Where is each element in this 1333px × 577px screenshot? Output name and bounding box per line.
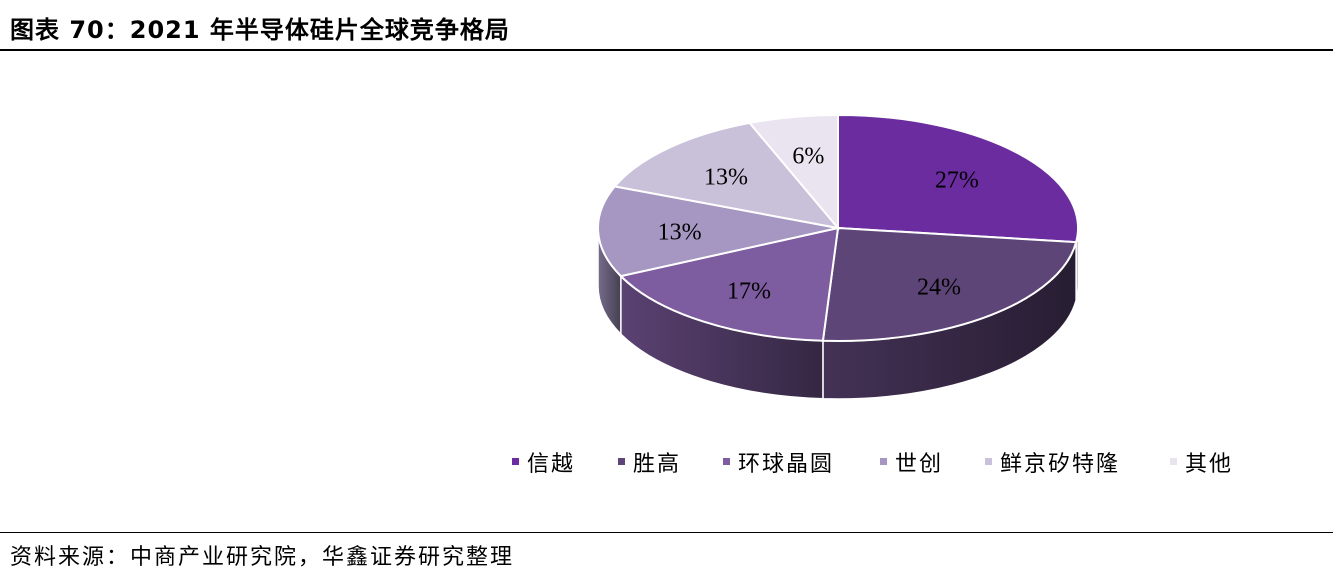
slice-value-label-2: 17% — [727, 279, 771, 305]
slice-value-label-5: 6% — [792, 144, 824, 170]
legend-item-3: 世创 — [880, 452, 943, 477]
slice-value-label-0: 27% — [935, 168, 979, 194]
slice-value-label-1: 24% — [917, 274, 961, 300]
legend-label-2: 环球晶圆 — [738, 452, 834, 477]
legend-swatch-0 — [512, 458, 519, 465]
slice-value-label-4: 13% — [704, 164, 748, 190]
legend-item-1: 胜高 — [618, 452, 681, 477]
legend-swatch-3 — [880, 458, 887, 465]
pie-slice-2 — [618, 226, 840, 342]
legend-swatch-1 — [618, 458, 625, 465]
pie-slice-3 — [597, 185, 839, 278]
pie-chart: 27% 24% 17% 13% 13% 6% 信越 胜高 环球晶圆 世创 鲜京矽特隆 其他 — [512, 113, 1233, 477]
pie-top — [597, 113, 1079, 342]
legend-item-0: 信越 — [512, 452, 575, 477]
legend-swatch-2 — [723, 458, 730, 465]
figure-source: 资料来源：中商产业研究院，华鑫证券研究整理 — [10, 545, 515, 570]
legend-item-2: 环球晶圆 — [723, 452, 834, 477]
legend-label-0: 信越 — [527, 452, 575, 477]
slice-value-label-3: 13% — [658, 219, 702, 245]
title-divider — [0, 49, 1333, 51]
pie-slice-1 — [821, 226, 1078, 342]
pie-slice-4 — [612, 121, 841, 230]
legend-label-1: 胜高 — [633, 452, 681, 477]
legend-label-4: 鲜京矽特隆 — [1000, 452, 1120, 477]
legend-label-3: 世创 — [895, 452, 943, 477]
legend-label-5: 其他 — [1185, 452, 1233, 477]
figure-title: 图表 70：2021 年半导体硅片全球竞争格局 — [10, 16, 510, 44]
pie-slice-0 — [837, 113, 1079, 244]
legend-item-4: 鲜京矽特隆 — [985, 452, 1120, 477]
legend-item-5: 其他 — [1170, 452, 1233, 477]
source-divider — [0, 532, 1333, 533]
legend-swatch-5 — [1170, 458, 1177, 465]
chart-legend: 信越 胜高 环球晶圆 世创 鲜京矽特隆 其他 — [512, 452, 1233, 477]
legend-swatch-4 — [985, 458, 992, 465]
pie-slice-5 — [747, 113, 839, 231]
